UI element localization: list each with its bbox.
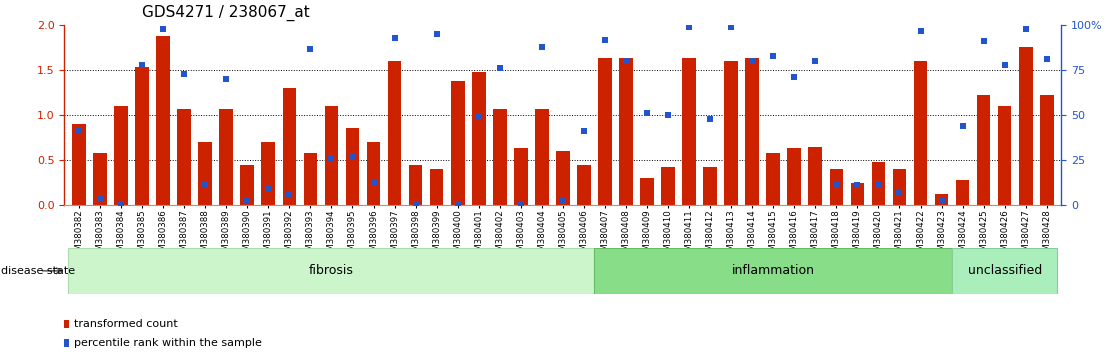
Bar	[598, 58, 612, 205]
Bar	[788, 148, 801, 205]
Bar	[746, 58, 759, 205]
Bar	[240, 165, 254, 205]
Bar	[1019, 47, 1033, 205]
Bar	[219, 109, 233, 205]
Bar	[661, 166, 675, 205]
Bar	[830, 169, 843, 205]
Bar	[367, 142, 380, 205]
Bar	[872, 162, 885, 205]
Text: fibrosis: fibrosis	[309, 264, 353, 277]
Bar	[261, 142, 275, 205]
Bar	[809, 147, 822, 205]
Bar	[409, 165, 422, 205]
Bar	[493, 109, 506, 205]
Bar	[893, 169, 906, 205]
Bar	[956, 180, 970, 205]
Bar	[535, 109, 548, 205]
Bar	[577, 165, 591, 205]
Bar	[325, 106, 338, 205]
Bar	[683, 58, 696, 205]
Bar	[594, 248, 952, 294]
Text: inflammation: inflammation	[731, 264, 814, 277]
Bar	[935, 194, 948, 205]
Bar	[430, 169, 443, 205]
Bar	[388, 61, 401, 205]
Bar	[767, 153, 780, 205]
Text: transformed count: transformed count	[74, 319, 177, 329]
Bar	[198, 142, 212, 205]
Bar	[514, 148, 527, 205]
Bar	[283, 88, 296, 205]
Bar	[977, 95, 991, 205]
Bar	[619, 58, 633, 205]
Text: unclassified: unclassified	[967, 264, 1042, 277]
Bar	[914, 61, 927, 205]
Bar	[725, 61, 738, 205]
Bar	[704, 166, 717, 205]
Text: percentile rank within the sample: percentile rank within the sample	[74, 338, 261, 348]
Bar	[556, 151, 570, 205]
Bar	[851, 183, 864, 205]
Bar	[72, 124, 85, 205]
Bar	[114, 106, 127, 205]
Bar	[177, 109, 191, 205]
Bar	[304, 153, 317, 205]
Bar	[451, 81, 464, 205]
Bar	[156, 36, 170, 205]
Bar	[640, 178, 654, 205]
Bar	[135, 67, 148, 205]
Bar	[952, 248, 1057, 294]
Text: GDS4271 / 238067_at: GDS4271 / 238067_at	[142, 5, 309, 21]
Bar	[346, 128, 359, 205]
Bar	[998, 106, 1012, 205]
Bar	[1040, 95, 1054, 205]
Text: disease state: disease state	[1, 266, 75, 276]
Bar	[69, 248, 594, 294]
Bar	[472, 72, 485, 205]
Bar	[93, 153, 106, 205]
